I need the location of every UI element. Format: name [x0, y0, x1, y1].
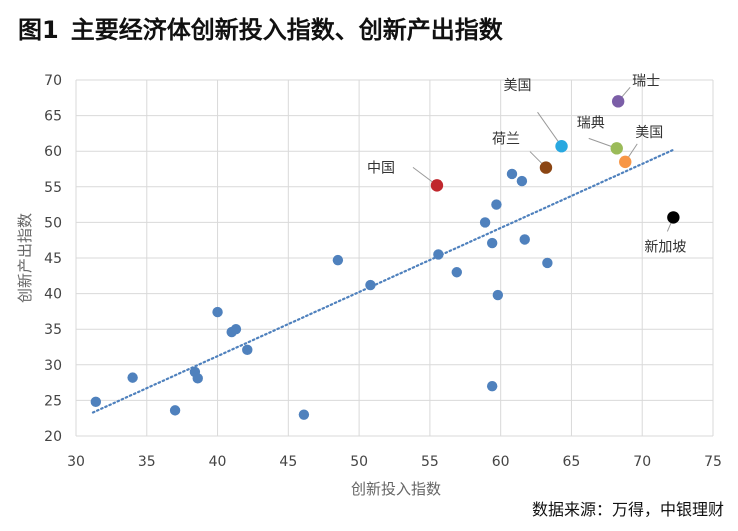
x-axis-title: 创新投入指数	[351, 480, 441, 498]
trendline	[91, 148, 675, 414]
highlight-label: 荷兰	[492, 132, 520, 148]
data-point	[192, 373, 203, 384]
data-point	[169, 405, 181, 416]
data-point	[519, 234, 530, 245]
x-tick-label: 65	[563, 454, 581, 470]
data-point	[332, 254, 344, 266]
data-point	[506, 168, 518, 180]
highlight-label: 中国	[367, 160, 395, 176]
data-point	[242, 344, 253, 356]
data-point	[230, 324, 242, 335]
data-point	[492, 289, 504, 301]
figure-label: 图1	[18, 16, 59, 44]
data-point	[542, 257, 553, 269]
x-tick-label: 50	[350, 454, 368, 470]
data-point	[491, 199, 502, 210]
x-tick-label: 40	[209, 454, 227, 470]
highlight-label: 瑞典	[577, 115, 605, 131]
highlight-point	[667, 211, 680, 224]
highlight-point	[430, 179, 444, 192]
x-tick-label: 30	[67, 454, 85, 470]
highlight-point	[539, 161, 553, 174]
highlight-point	[619, 155, 632, 169]
y-tick-label: 25	[44, 393, 62, 409]
y-tick-label: 30	[44, 358, 62, 374]
data-point	[90, 396, 102, 408]
data-point	[127, 372, 138, 383]
y-tick-label: 40	[44, 287, 62, 303]
y-tick-label: 60	[44, 144, 62, 160]
data-point	[365, 279, 376, 291]
y-tick-label: 55	[44, 180, 62, 196]
axis-ticks: 30 35 40 45 50 55 60 65 70 75 20 25 30 35 40 45 50 55 60 65…	[44, 73, 722, 470]
data-points	[90, 168, 553, 420]
grid	[75, 79, 714, 437]
y-tick-label: 70	[44, 73, 62, 89]
y-tick-label: 35	[44, 322, 62, 338]
highlight-point	[611, 95, 625, 108]
leader-line	[537, 111, 562, 147]
highlight-label: 美国	[504, 78, 532, 94]
y-tick-label: 50	[44, 215, 62, 231]
highlight-label: 新加坡	[644, 239, 686, 255]
title-text: 主要经济体创新投入指数、创新产出指数	[70, 16, 503, 44]
data-source: 数据来源：万得，中银理财	[531, 500, 724, 519]
y-axis-title: 创新产出指数	[16, 213, 34, 303]
x-tick-label: 45	[279, 454, 297, 470]
data-point	[486, 237, 498, 249]
chart-title: 图1 主要经济体创新投入指数、创新产出指数	[18, 10, 503, 45]
x-tick-label: 70	[633, 454, 651, 470]
x-tick-label: 60	[492, 454, 510, 470]
y-tick-label: 45	[44, 251, 62, 267]
data-point	[479, 217, 491, 228]
data-point	[516, 175, 528, 187]
highlight-point	[555, 140, 568, 153]
y-tick-label: 65	[44, 109, 62, 125]
highlight-point	[610, 142, 623, 155]
x-tick-label: 35	[138, 454, 156, 470]
data-point	[433, 249, 444, 260]
data-point	[212, 306, 223, 318]
data-point	[298, 409, 310, 420]
y-tick-label: 20	[44, 429, 62, 445]
x-tick-label: 55	[421, 454, 439, 470]
x-tick-label: 75	[704, 454, 722, 470]
data-point	[451, 267, 462, 278]
highlight-label: 美国	[635, 125, 663, 141]
data-point	[486, 380, 498, 392]
highlight-label: 瑞士	[632, 73, 660, 89]
